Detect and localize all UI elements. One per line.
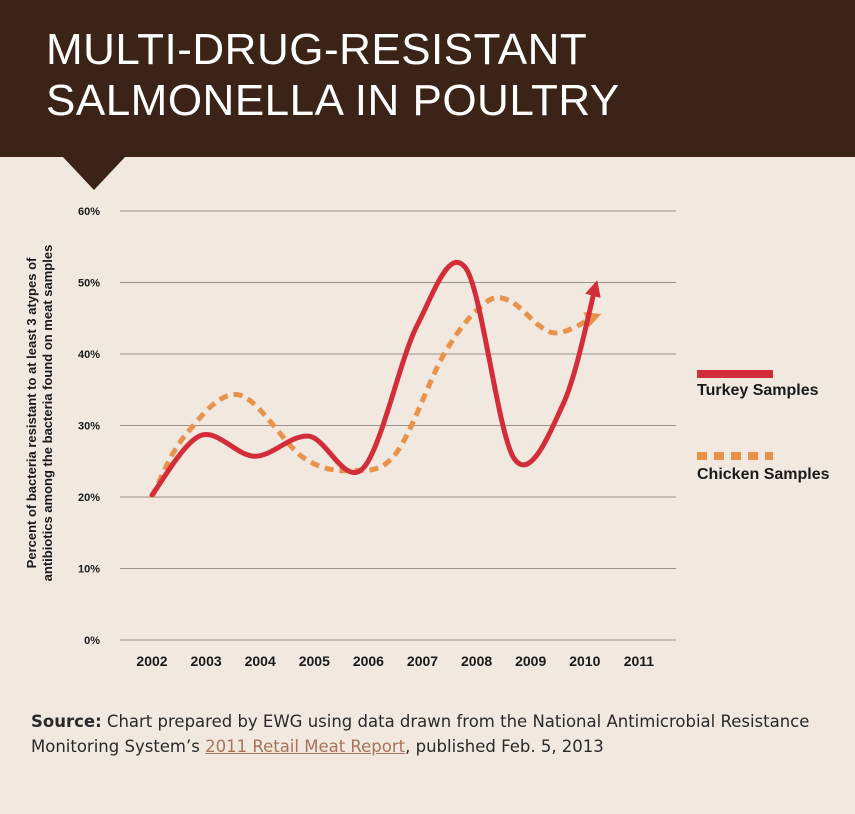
x-tick-label: 2008: [461, 653, 492, 669]
legend-turkey-label: Turkey Samples: [697, 382, 819, 399]
x-tick-label: 2002: [136, 653, 167, 669]
y-axis-label-line-2: antibiotics among the bacteria found on …: [40, 245, 55, 582]
header-pointer: [62, 156, 126, 190]
turkey-series-line: [149, 259, 599, 498]
report-link[interactable]: 2011 Retail Meat Report: [205, 737, 406, 756]
y-tick-label: 40%: [78, 349, 100, 361]
source-note: Source: Chart prepared by EWG using data…: [31, 709, 831, 759]
legend-chicken-label: Chicken Samples: [697, 466, 830, 483]
turkey-arrow-head: [585, 280, 601, 298]
x-tick-label: 2009: [515, 653, 546, 669]
x-tick-label: 2011: [624, 653, 655, 669]
y-tick-label: 50%: [78, 278, 100, 290]
header-banner: MULTI-DRUG-RESISTANT SALMONELLA IN POULT…: [0, 0, 855, 157]
x-tick-label: 2004: [245, 653, 276, 669]
line-chart: 0% 10% 20% 30% 40% 50% 60% 2002 2003 2004 2005 2006…: [24, 206, 676, 669]
x-tick-label: 2010: [569, 653, 600, 669]
page-title: MULTI-DRUG-RESISTANT SALMONELLA IN POULT…: [46, 24, 826, 126]
x-tick-label: 2006: [353, 653, 384, 669]
source-text-after: , published Feb. 5, 2013: [405, 737, 604, 756]
legend-turkey-swatch: [697, 370, 773, 378]
source-label: Source:: [31, 712, 102, 731]
y-tick-label: 60%: [78, 206, 100, 218]
source-text-before: Chart prepared by EWG using data drawn f…: [31, 712, 810, 756]
title-line-2: SALMONELLA IN POULTRY: [46, 76, 620, 125]
legend-chicken-swatch: [697, 452, 773, 460]
chicken-series-line: [149, 295, 597, 499]
x-tick-label: 2003: [191, 653, 222, 669]
y-tick-label: 0%: [84, 635, 100, 647]
title-line-1: MULTI-DRUG-RESISTANT: [46, 25, 588, 74]
x-tick-label: 2005: [299, 653, 330, 669]
y-tick-label: 10%: [78, 564, 100, 576]
y-tick-label: 20%: [78, 492, 100, 504]
x-tick-label: 2007: [407, 653, 438, 669]
y-tick-label: 30%: [78, 421, 100, 433]
y-axis-label-line-1: Percent of bacteria resistant to at leas…: [24, 257, 39, 568]
